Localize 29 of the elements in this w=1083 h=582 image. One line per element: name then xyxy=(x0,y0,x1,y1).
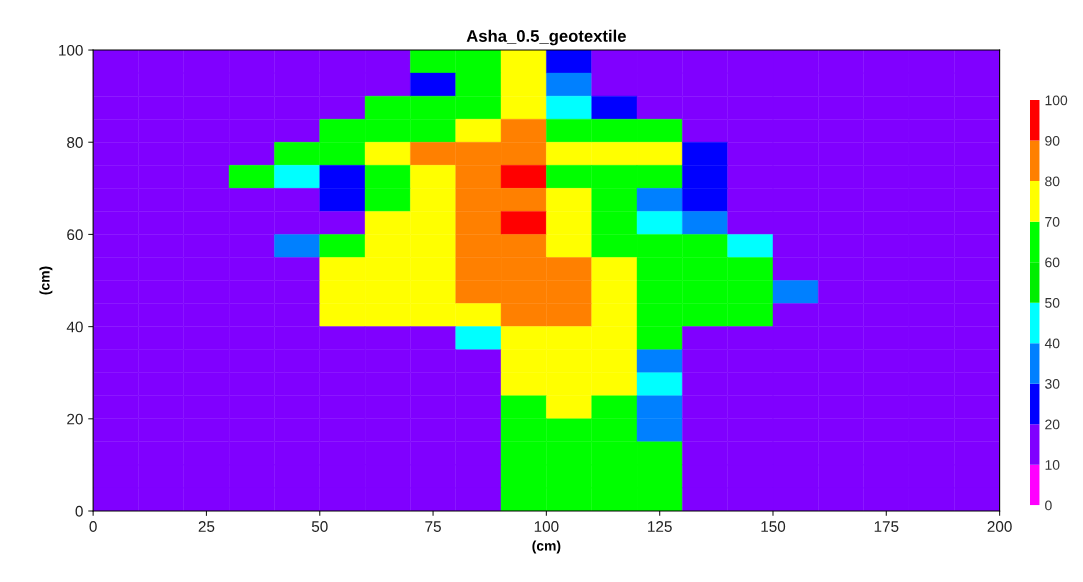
y-tick-label: 60 xyxy=(67,229,83,241)
x-tick-label: 150 xyxy=(761,521,786,532)
color-bar-label: 30 xyxy=(1045,378,1060,389)
chart-title: Asha_0.5_geotextile xyxy=(466,29,626,46)
color-bar-label: 80 xyxy=(1045,176,1060,187)
x-tick-label: 75 xyxy=(425,521,441,532)
y-axis-title: (cm) xyxy=(39,266,53,295)
color-bar-label: 70 xyxy=(1045,216,1060,227)
color-bar-label: 100 xyxy=(1045,95,1068,106)
y-tick-label: 100 xyxy=(59,44,83,56)
x-tick-label: 175 xyxy=(874,521,899,532)
x-tick-label: 50 xyxy=(311,521,328,532)
color-bar-label: 60 xyxy=(1045,257,1060,268)
color-bar-label: 0 xyxy=(1045,500,1052,511)
x-axis-title: (cm) xyxy=(532,540,561,554)
color-bar-label: 50 xyxy=(1045,297,1060,308)
x-tick-label: 0 xyxy=(89,521,97,532)
x-tick-label: 25 xyxy=(198,521,215,532)
color-bar-label: 20 xyxy=(1045,419,1060,430)
y-tick-label: 40 xyxy=(66,321,83,333)
x-tick-label: 200 xyxy=(987,521,1012,532)
color-bar-label: 40 xyxy=(1044,338,1060,349)
color-bar-label: 90 xyxy=(1045,135,1060,146)
y-tick-label: 0 xyxy=(75,505,83,517)
y-tick-label: 80 xyxy=(67,137,83,148)
x-tick-label: 100 xyxy=(534,521,559,532)
color-bar-label: 10 xyxy=(1045,460,1060,470)
x-tick-label: 125 xyxy=(648,521,672,532)
y-tick-label: 20 xyxy=(67,413,83,425)
